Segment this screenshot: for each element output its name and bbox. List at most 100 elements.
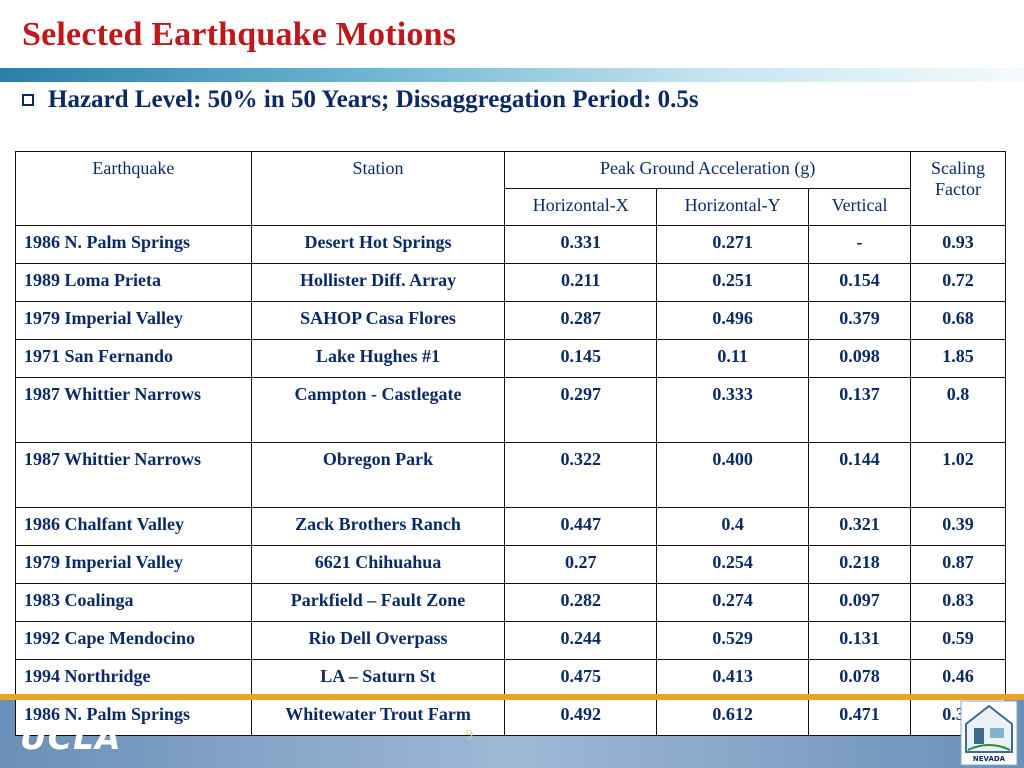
cell-station: Parkfield – Fault Zone bbox=[250, 583, 506, 622]
cell-horizontal-x: 0.287 bbox=[504, 301, 658, 340]
earthquake-table: Earthquake Station Peak Ground Accelerat… bbox=[15, 151, 1006, 736]
cell-earthquake: 1987 Whittier Narrows bbox=[15, 442, 252, 508]
cell-earthquake: 1987 Whittier Narrows bbox=[15, 377, 252, 443]
cell-earthquake: 1979 Imperial Valley bbox=[15, 545, 252, 584]
cell-horizontal-y: 0.11 bbox=[656, 339, 810, 378]
table-row: 1986 Chalfant Valley Zack Brothers Ranch… bbox=[15, 507, 1006, 546]
cell-vertical: 0.379 bbox=[808, 301, 912, 340]
cell-horizontal-y: 0.413 bbox=[656, 659, 810, 698]
cell-vertical: 0.097 bbox=[808, 583, 912, 622]
cell-earthquake: 1971 San Fernando bbox=[15, 339, 252, 378]
table-row: 1983 Coalinga Parkfield – Fault Zone 0.2… bbox=[15, 583, 1006, 622]
cell-horizontal-x: 0.492 bbox=[504, 697, 658, 736]
cell-horizontal-y: 0.529 bbox=[656, 621, 810, 660]
cell-earthquake: 1986 N. Palm Springs bbox=[15, 225, 252, 264]
table-row: 1989 Loma Prieta Hollister Diff. Array 0… bbox=[15, 263, 1006, 302]
header-horizontal-x: Horizontal-X bbox=[504, 188, 658, 226]
cell-vertical: 0.131 bbox=[808, 621, 912, 660]
cell-horizontal-y: 0.400 bbox=[656, 442, 810, 508]
cell-horizontal-x: 0.244 bbox=[504, 621, 658, 660]
header-band bbox=[0, 68, 1024, 82]
cell-horizontal-y: 0.271 bbox=[656, 225, 810, 264]
cell-vertical: 0.144 bbox=[808, 442, 912, 508]
cell-station: SAHOP Casa Flores bbox=[250, 301, 506, 340]
bullet-line: Hazard Level: 50% in 50 Years; Dissaggre… bbox=[22, 86, 699, 114]
cell-horizontal-y: 0.333 bbox=[656, 377, 810, 443]
footer-gold-stripe bbox=[0, 694, 1024, 700]
cell-horizontal-x: 0.282 bbox=[504, 583, 658, 622]
nevada-seal-icon: NEVADA bbox=[960, 700, 1018, 766]
ucla-logo: UCLA bbox=[20, 718, 122, 757]
cell-earthquake: 1994 Northridge bbox=[15, 659, 252, 698]
cell-vertical: 0.098 bbox=[808, 339, 912, 378]
table-row: 1992 Cape Mendocino Rio Dell Overpass 0.… bbox=[15, 621, 1006, 660]
cell-vertical: 0.137 bbox=[808, 377, 912, 443]
slide-title: Selected Earthquake Motions bbox=[22, 16, 457, 53]
cell-scaling-factor: 0.46 bbox=[910, 659, 1006, 698]
bullet-text: Hazard Level: 50% in 50 Years; Dissaggre… bbox=[48, 86, 699, 113]
table-row: 1986 N. Palm Springs Desert Hot Springs … bbox=[15, 225, 1006, 264]
cell-station: 6621 Chihuahua bbox=[250, 545, 506, 584]
cell-horizontal-x: 0.145 bbox=[504, 339, 658, 378]
cell-horizontal-x: 0.322 bbox=[504, 442, 658, 508]
cell-station: Lake Hughes #1 bbox=[250, 339, 506, 378]
cell-station: Zack Brothers Ranch bbox=[250, 507, 506, 546]
cell-station: Hollister Diff. Array bbox=[250, 263, 506, 302]
cell-scaling-factor: 1.02 bbox=[910, 442, 1006, 508]
cell-vertical: 0.321 bbox=[808, 507, 912, 546]
cell-station: Campton - Castlegate bbox=[250, 377, 506, 443]
cell-earthquake: 1983 Coalinga bbox=[15, 583, 252, 622]
table-row: 1987 Whittier Narrows Obregon Park 0.322… bbox=[15, 442, 1006, 508]
table-row: 1971 San Fernando Lake Hughes #1 0.145 0… bbox=[15, 339, 1006, 378]
cell-scaling-factor: 0.8 bbox=[910, 377, 1006, 443]
header-vertical: Vertical bbox=[808, 188, 912, 226]
cell-horizontal-x: 0.331 bbox=[504, 225, 658, 264]
cell-station: Rio Dell Overpass bbox=[250, 621, 506, 660]
cell-station: Desert Hot Springs bbox=[250, 225, 506, 264]
table-row: 1994 Northridge LA – Saturn St 0.475 0.4… bbox=[15, 659, 1006, 698]
cell-scaling-factor: 0.83 bbox=[910, 583, 1006, 622]
cell-scaling-factor: 0.68 bbox=[910, 301, 1006, 340]
table-row: 1987 Whittier Narrows Campton - Castlega… bbox=[15, 377, 1006, 443]
header-station: Station bbox=[250, 151, 506, 226]
cell-horizontal-y: 0.496 bbox=[656, 301, 810, 340]
cell-horizontal-x: 0.297 bbox=[504, 377, 658, 443]
header-earthquake: Earthquake bbox=[15, 151, 252, 226]
page-number: 9 bbox=[466, 728, 473, 743]
table-row: 1979 Imperial Valley SAHOP Casa Flores 0… bbox=[15, 301, 1006, 340]
cell-earthquake: 1989 Loma Prieta bbox=[15, 263, 252, 302]
cell-horizontal-x: 0.211 bbox=[504, 263, 658, 302]
cell-earthquake: 1992 Cape Mendocino bbox=[15, 621, 252, 660]
cell-scaling-factor: 0.59 bbox=[910, 621, 1006, 660]
cell-scaling-factor: 0.87 bbox=[910, 545, 1006, 584]
cell-horizontal-y: 0.4 bbox=[656, 507, 810, 546]
cell-station: Obregon Park bbox=[250, 442, 506, 508]
cell-vertical: 0.471 bbox=[808, 697, 912, 736]
cell-horizontal-x: 0.27 bbox=[504, 545, 658, 584]
cell-scaling-factor: 1.85 bbox=[910, 339, 1006, 378]
cell-horizontal-y: 0.274 bbox=[656, 583, 810, 622]
cell-station: LA – Saturn St bbox=[250, 659, 506, 698]
table-row: 1986 N. Palm Springs Whitewater Trout Fa… bbox=[15, 697, 1006, 736]
cell-horizontal-y: 0.612 bbox=[656, 697, 810, 736]
cell-horizontal-x: 0.447 bbox=[504, 507, 658, 546]
header-scaling-factor: Scaling Factor bbox=[910, 151, 1006, 226]
cell-vertical: 0.218 bbox=[808, 545, 912, 584]
cell-vertical: 0.154 bbox=[808, 263, 912, 302]
cell-vertical: - bbox=[808, 225, 912, 264]
cell-horizontal-y: 0.251 bbox=[656, 263, 810, 302]
cell-scaling-factor: 0.93 bbox=[910, 225, 1006, 264]
table-subheader-row: Horizontal-X Horizontal-Y Vertical bbox=[16, 188, 1006, 226]
cell-horizontal-y: 0.254 bbox=[656, 545, 810, 584]
table-header-row: Earthquake Station Peak Ground Accelerat… bbox=[15, 151, 1006, 226]
cell-earthquake: 1986 Chalfant Valley bbox=[15, 507, 252, 546]
seal-label: NEVADA bbox=[973, 755, 1006, 763]
cell-station: Whitewater Trout Farm bbox=[250, 697, 506, 736]
cell-scaling-factor: 0.72 bbox=[910, 263, 1006, 302]
hollow-square-bullet-icon bbox=[22, 94, 34, 106]
cell-horizontal-x: 0.475 bbox=[504, 659, 658, 698]
table-row: 1979 Imperial Valley 6621 Chihuahua 0.27… bbox=[15, 545, 1006, 584]
cell-vertical: 0.078 bbox=[808, 659, 912, 698]
header-horizontal-y: Horizontal-Y bbox=[656, 188, 810, 226]
cell-earthquake: 1979 Imperial Valley bbox=[15, 301, 252, 340]
